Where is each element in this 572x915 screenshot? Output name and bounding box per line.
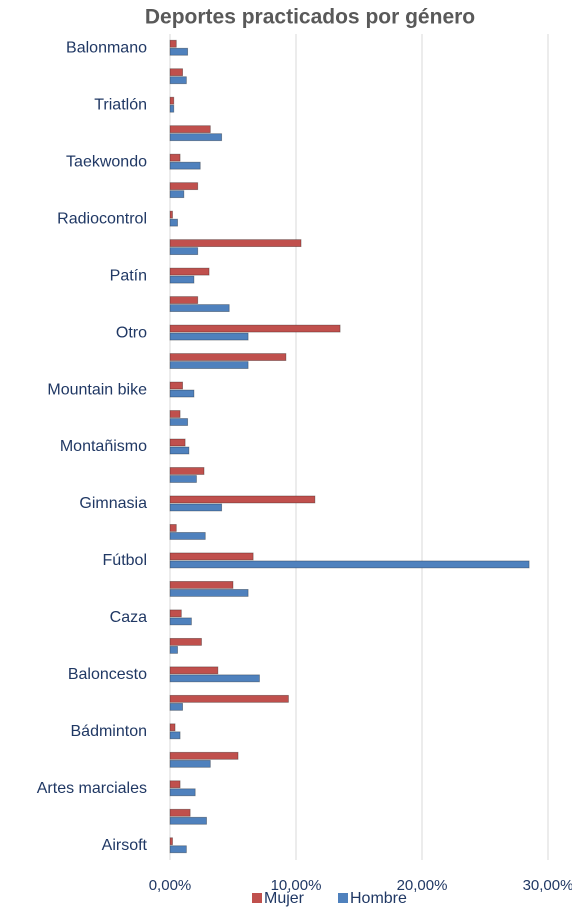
bar [169, 503, 223, 512]
bar [169, 617, 192, 626]
bar [169, 39, 177, 48]
bar [169, 324, 341, 333]
bar [169, 418, 189, 426]
bar [169, 267, 210, 276]
bar [169, 210, 173, 219]
bar [169, 816, 207, 825]
bar [169, 133, 223, 142]
bar [169, 47, 189, 56]
legend-label: Hombre [350, 890, 407, 907]
y-tick-label: Mountain bike [47, 381, 147, 398]
bar [169, 389, 195, 398]
x-tick-label: 10,00% [271, 877, 322, 894]
y-tick-label: Artes marciales [37, 780, 147, 797]
bar [169, 759, 211, 768]
bar [169, 475, 197, 483]
bar [169, 666, 219, 675]
bar [169, 239, 302, 248]
y-tick-label: Triatlón [94, 96, 147, 113]
bar [169, 68, 183, 77]
bar [169, 446, 190, 455]
bar [169, 332, 249, 341]
bar [169, 645, 178, 654]
bar [169, 438, 186, 447]
bar [169, 609, 182, 618]
y-tick-label: Otro [116, 324, 147, 341]
legend-swatch [338, 893, 348, 903]
chart-title: Deportes practicados por género [145, 6, 475, 29]
legend-swatch [252, 893, 262, 903]
y-tick-label: Bádminton [71, 723, 148, 740]
bar [169, 353, 287, 361]
bar [169, 218, 178, 227]
bar [169, 808, 191, 817]
y-tick-label: Patín [110, 267, 147, 284]
bar [169, 361, 249, 369]
bar [169, 845, 187, 854]
bar [169, 637, 202, 646]
bar [169, 125, 211, 134]
bar [169, 495, 316, 504]
bar [169, 731, 181, 740]
bar [169, 296, 199, 304]
bar [169, 751, 239, 760]
bar [169, 161, 201, 170]
bar [169, 560, 530, 569]
bar [169, 589, 249, 597]
bar [169, 76, 187, 85]
bar [169, 153, 181, 162]
bar [169, 467, 205, 475]
bar [169, 723, 176, 732]
bar [169, 275, 195, 284]
x-tick-label: 30,00% [523, 877, 572, 894]
bar [169, 694, 289, 703]
y-tick-label: Radiocontrol [57, 210, 147, 227]
y-tick-label: Gimnasia [79, 495, 147, 512]
bar [169, 190, 185, 199]
bar [169, 96, 175, 105]
legend-label: Mujer [264, 890, 305, 907]
y-tick-label: Montañismo [60, 438, 147, 455]
y-tick-label: Baloncesto [68, 666, 147, 683]
bar [169, 381, 183, 390]
bar [169, 780, 181, 789]
bar [169, 104, 175, 113]
x-tick-label: 20,00% [397, 877, 448, 894]
y-tick-label: Balonmano [66, 39, 147, 56]
y-tick-label: Caza [110, 609, 147, 626]
y-tick-label: Airsoft [102, 837, 148, 854]
bar [169, 837, 173, 846]
x-tick-label: 0,00% [149, 877, 192, 894]
bar [169, 581, 234, 589]
y-tick-label: Taekwondo [66, 153, 147, 170]
bar [169, 304, 230, 312]
y-tick-label: Fútbol [103, 552, 147, 569]
bar [169, 247, 199, 256]
bar [169, 788, 196, 797]
bar [169, 182, 199, 191]
bar [169, 410, 181, 418]
bar [169, 702, 183, 711]
bar [169, 674, 260, 683]
bar [169, 524, 177, 532]
bar [169, 552, 254, 561]
bar [169, 532, 206, 540]
